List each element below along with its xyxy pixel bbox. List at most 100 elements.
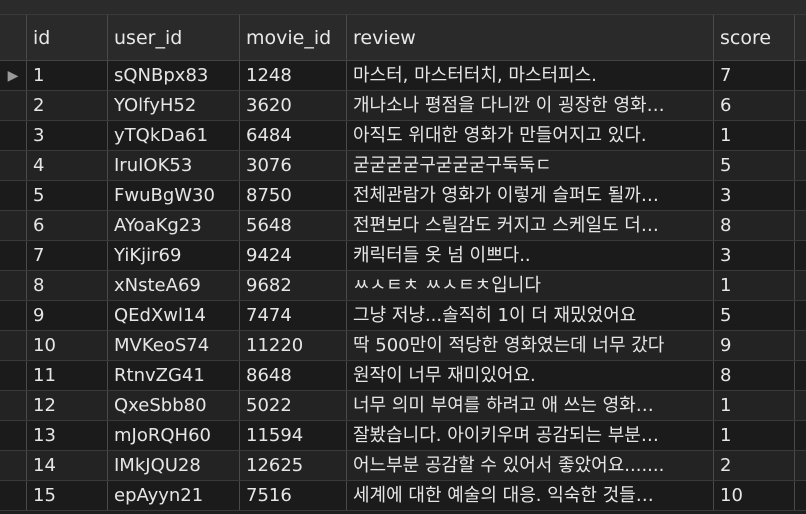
column-header-id[interactable]: id [27, 15, 108, 60]
cell-user-id[interactable]: yTQkDa61 [108, 121, 240, 150]
cell-score[interactable]: 1 [714, 271, 795, 300]
column-header-movie-id[interactable]: movie_id [240, 15, 347, 60]
cell-movie-id[interactable]: 11594 [240, 421, 347, 450]
cell-review[interactable]: 전체관람가 영화가 이렇게 슬퍼도 될까… [347, 181, 714, 210]
cell-score[interactable]: 1 [714, 421, 795, 450]
table-row[interactable]: 11 RtnvZG41 8648 원작이 너무 재미있어요. 8 [0, 361, 806, 391]
cell-movie-id[interactable]: 11220 [240, 331, 347, 360]
cell-user-id[interactable]: FwuBgW30 [108, 181, 240, 210]
table-row[interactable]: 14 IMkJQU28 12625 어느부분 공감할 수 있어서 좋았어요......… [0, 451, 806, 481]
cell-movie-id[interactable]: 8648 [240, 361, 347, 390]
table-row[interactable]: 7 YiKjir69 9424 캐릭터들 옷 넘 이쁘다.. 3 [0, 241, 806, 271]
cell-movie-id[interactable]: 9424 [240, 241, 347, 270]
column-header-user-id[interactable]: user_id [108, 15, 240, 60]
cell-user-id[interactable]: xNsteA69 [108, 271, 240, 300]
cell-review[interactable]: 개나소나 평점을 다니깐 이 굉장한 영화… [347, 91, 714, 120]
cell-movie-id[interactable]: 3620 [240, 91, 347, 120]
cell-user-id[interactable]: RtnvZG41 [108, 361, 240, 390]
cell-score[interactable]: 9 [714, 331, 795, 360]
cell-movie-id[interactable]: 12625 [240, 451, 347, 480]
row-indicator[interactable] [0, 391, 27, 420]
cell-review[interactable]: 굳굳굳굳구굳굳굳구둑둑ㄷ [347, 151, 714, 180]
cell-review[interactable]: 어느부분 공감할 수 있어서 좋았어요....... [347, 451, 714, 480]
cell-id[interactable]: 13 [27, 421, 108, 450]
row-indicator[interactable] [0, 211, 27, 240]
cell-id[interactable]: 12 [27, 391, 108, 420]
row-indicator[interactable] [0, 91, 27, 120]
cell-review[interactable]: 세계에 대한 예술의 대응. 익숙한 것들… [347, 481, 714, 510]
cell-review[interactable]: ㅆㅅㅌㅊ ㅆㅅㅌㅊ입니다 [347, 271, 714, 300]
cell-id[interactable]: 8 [27, 271, 108, 300]
cell-user-id[interactable]: mJoRQH60 [108, 421, 240, 450]
cell-user-id[interactable]: sQNBpx83 [108, 61, 240, 90]
cell-movie-id[interactable]: 1248 [240, 61, 347, 90]
table-row[interactable]: 9 QEdXwl14 7474 그냥 저냥...솔직히 1이 더 재밌었어요 5 [0, 301, 806, 331]
row-indicator[interactable] [0, 151, 27, 180]
table-row[interactable]: 2 YOlfyH52 3620 개나소나 평점을 다니깐 이 굉장한 영화… 6 [0, 91, 806, 121]
cell-id[interactable]: 9 [27, 301, 108, 330]
row-indicator[interactable] [0, 271, 27, 300]
cell-score[interactable]: 8 [714, 211, 795, 240]
cell-review[interactable]: 아직도 위대한 영화가 만들어지고 있다. [347, 121, 714, 150]
cell-review[interactable]: 캐릭터들 옷 넘 이쁘다.. [347, 241, 714, 270]
table-row[interactable]: 8 xNsteA69 9682 ㅆㅅㅌㅊ ㅆㅅㅌㅊ입니다 1 [0, 271, 806, 301]
row-indicator[interactable] [0, 301, 27, 330]
cell-user-id[interactable]: epAyyn21 [108, 481, 240, 510]
cell-review[interactable]: 전편보다 스릴감도 커지고 스케일도 더… [347, 211, 714, 240]
cell-id[interactable]: 11 [27, 361, 108, 390]
column-header-review[interactable]: review [347, 15, 714, 60]
row-indicator[interactable] [0, 331, 27, 360]
cell-score[interactable]: 3 [714, 181, 795, 210]
table-row[interactable]: 13 mJoRQH60 11594 잘봤습니다. 아이키우며 공감되는 부분… 1 [0, 421, 806, 451]
cell-review[interactable]: 그냥 저냥...솔직히 1이 더 재밌었어요 [347, 301, 714, 330]
cell-id[interactable]: 7 [27, 241, 108, 270]
table-row[interactable]: 5 FwuBgW30 8750 전체관람가 영화가 이렇게 슬퍼도 될까… 3 [0, 181, 806, 211]
cell-id[interactable]: 1 [27, 61, 108, 90]
row-indicator[interactable] [0, 421, 27, 450]
cell-score[interactable]: 5 [714, 151, 795, 180]
cell-user-id[interactable]: YOlfyH52 [108, 91, 240, 120]
cell-score[interactable]: 10 [714, 481, 795, 510]
cell-id[interactable]: 3 [27, 121, 108, 150]
table-row[interactable]: 12 QxeSbb80 5022 너무 의미 부여를 하려고 애 쓰는 영화… 1 [0, 391, 806, 421]
cell-movie-id[interactable]: 9682 [240, 271, 347, 300]
cell-user-id[interactable]: IMkJQU28 [108, 451, 240, 480]
table-row[interactable]: 15 epAyyn21 7516 세계에 대한 예술의 대응. 익숙한 것들… 10 [0, 481, 806, 511]
cell-user-id[interactable]: QxeSbb80 [108, 391, 240, 420]
row-indicator[interactable] [0, 241, 27, 270]
cell-review[interactable]: 잘봤습니다. 아이키우며 공감되는 부분… [347, 421, 714, 450]
cell-id[interactable]: 10 [27, 331, 108, 360]
cell-id[interactable]: 2 [27, 91, 108, 120]
cell-movie-id[interactable]: 8750 [240, 181, 347, 210]
table-row[interactable]: 4 IruIOK53 3076 굳굳굳굳구굳굳굳구둑둑ㄷ 5 [0, 151, 806, 181]
row-indicator[interactable] [0, 451, 27, 480]
cell-movie-id[interactable]: 7516 [240, 481, 347, 510]
cell-score[interactable]: 5 [714, 301, 795, 330]
row-pointer-icon[interactable]: ▶ [0, 61, 27, 90]
cell-id[interactable]: 14 [27, 451, 108, 480]
cell-movie-id[interactable]: 5022 [240, 391, 347, 420]
cell-user-id[interactable]: IruIOK53 [108, 151, 240, 180]
cell-score[interactable]: 8 [714, 361, 795, 390]
cell-review[interactable]: 너무 의미 부여를 하려고 애 쓰는 영화… [347, 391, 714, 420]
row-indicator[interactable] [0, 481, 27, 510]
cell-score[interactable]: 3 [714, 241, 795, 270]
cell-id[interactable]: 5 [27, 181, 108, 210]
row-indicator[interactable] [0, 121, 27, 150]
table-row[interactable]: 3 yTQkDa61 6484 아직도 위대한 영화가 만들어지고 있다. 1 [0, 121, 806, 151]
cell-user-id[interactable]: QEdXwl14 [108, 301, 240, 330]
cell-id[interactable]: 4 [27, 151, 108, 180]
cell-movie-id[interactable]: 3076 [240, 151, 347, 180]
row-indicator[interactable] [0, 361, 27, 390]
cell-user-id[interactable]: AYoaKg23 [108, 211, 240, 240]
cell-movie-id[interactable]: 5648 [240, 211, 347, 240]
cell-review[interactable]: 딱 500만이 적당한 영화였는데 너무 갔다 [347, 331, 714, 360]
cell-movie-id[interactable]: 7474 [240, 301, 347, 330]
cell-score[interactable]: 7 [714, 61, 795, 90]
cell-score[interactable]: 6 [714, 91, 795, 120]
cell-id[interactable]: 6 [27, 211, 108, 240]
cell-score[interactable]: 1 [714, 391, 795, 420]
cell-score[interactable]: 2 [714, 451, 795, 480]
cell-user-id[interactable]: MVKeoS74 [108, 331, 240, 360]
table-row[interactable]: ▶ 1 sQNBpx83 1248 마스터, 마스터터치, 마스터피스. 7 [0, 61, 806, 91]
